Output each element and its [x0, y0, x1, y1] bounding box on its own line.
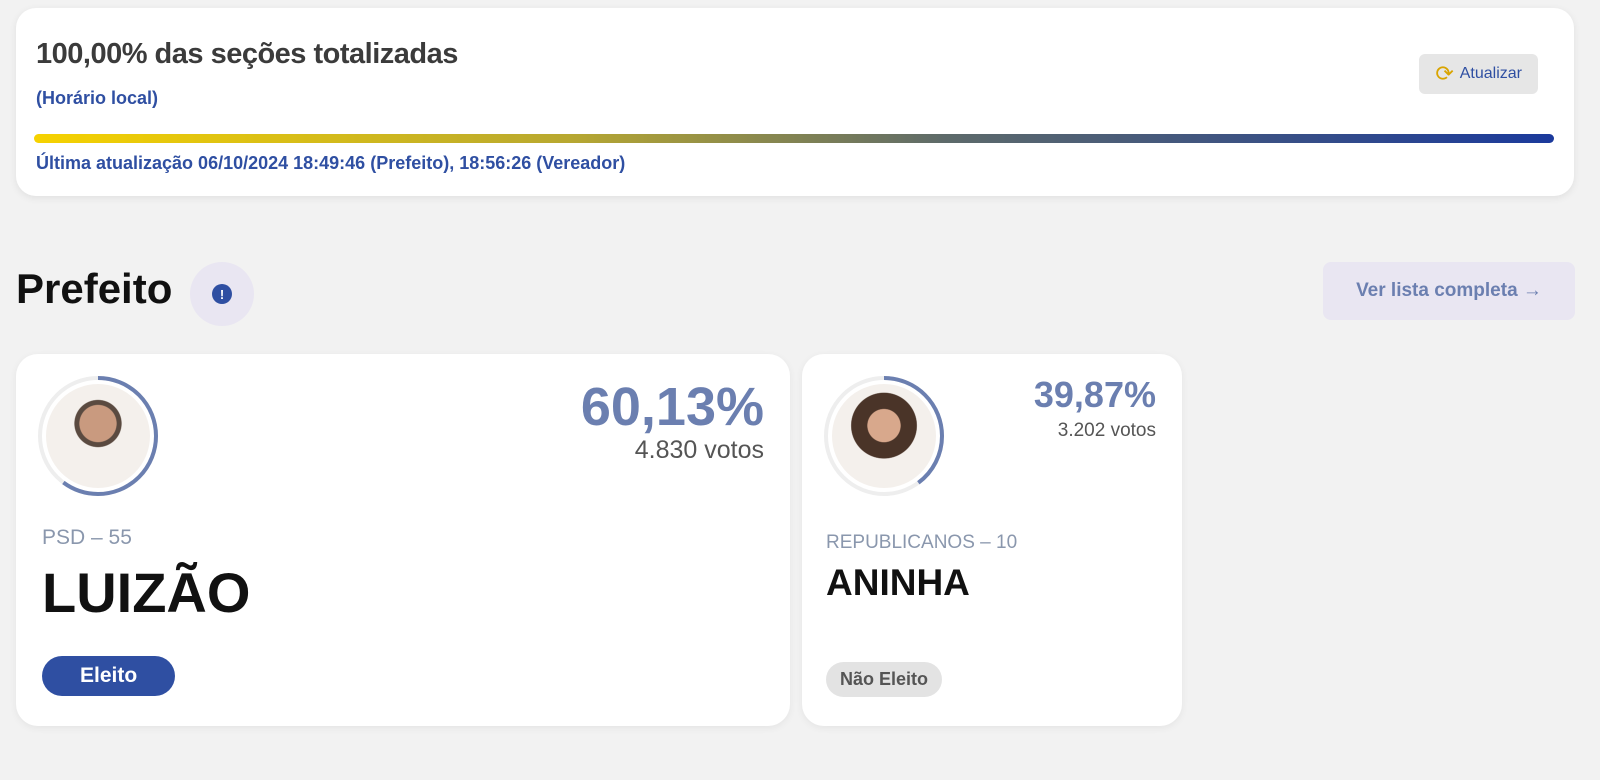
party-label: PSD – 55	[42, 526, 132, 549]
see-full-list-label: Ver lista completa	[1356, 280, 1518, 301]
local-time-label: (Horário local)	[36, 88, 159, 108]
vote-ring-arc	[824, 376, 944, 496]
candidate-card[interactable]: 39,87% 3.202 votos REPUBLICANOS – 10 ANI…	[802, 354, 1182, 726]
refresh-icon: ⟳	[1435, 61, 1454, 86]
candidate-name: ANINHA	[826, 562, 970, 603]
not-elected-badge: Não Eleito	[826, 662, 943, 697]
vote-ring	[824, 376, 944, 496]
candidate-name: LUIZÃO	[42, 561, 251, 624]
totalization-status-card: 100,00% das seções totalizadas (Horário …	[16, 8, 1574, 196]
candidate-photo	[46, 384, 150, 488]
vote-percent: 39,87%	[1033, 374, 1156, 415]
vote-ring-arc	[38, 376, 158, 496]
party-label: REPUBLICANOS – 10	[826, 532, 1018, 553]
refresh-button[interactable]: ⟳ Atualizar	[1419, 54, 1538, 94]
totalization-title: 100,00% das seções totalizadas	[36, 38, 458, 70]
elected-badge: Eleito	[42, 656, 176, 696]
vote-ring	[38, 376, 158, 496]
candidate-card[interactable]: 60,13% 4.830 votos PSD – 55 LUIZÃO Eleit…	[16, 354, 790, 726]
vote-count: 3.202 votos	[1057, 420, 1156, 441]
see-full-list-button[interactable]: Ver lista completa →	[1323, 262, 1575, 320]
vote-percent: 60,13%	[580, 377, 764, 437]
candidate-photo	[832, 384, 936, 488]
section-title: Prefeito	[16, 265, 173, 312]
refresh-label: Atualizar	[1459, 65, 1522, 82]
progress-bar	[34, 134, 1554, 143]
info-button[interactable]: !	[190, 262, 254, 326]
vote-count: 4.830 votos	[634, 436, 764, 464]
info-icon: !	[212, 284, 232, 304]
arrow-right-icon: →	[1522, 280, 1542, 301]
last-update: Última atualização 06/10/2024 18:49:46 (…	[36, 153, 626, 173]
